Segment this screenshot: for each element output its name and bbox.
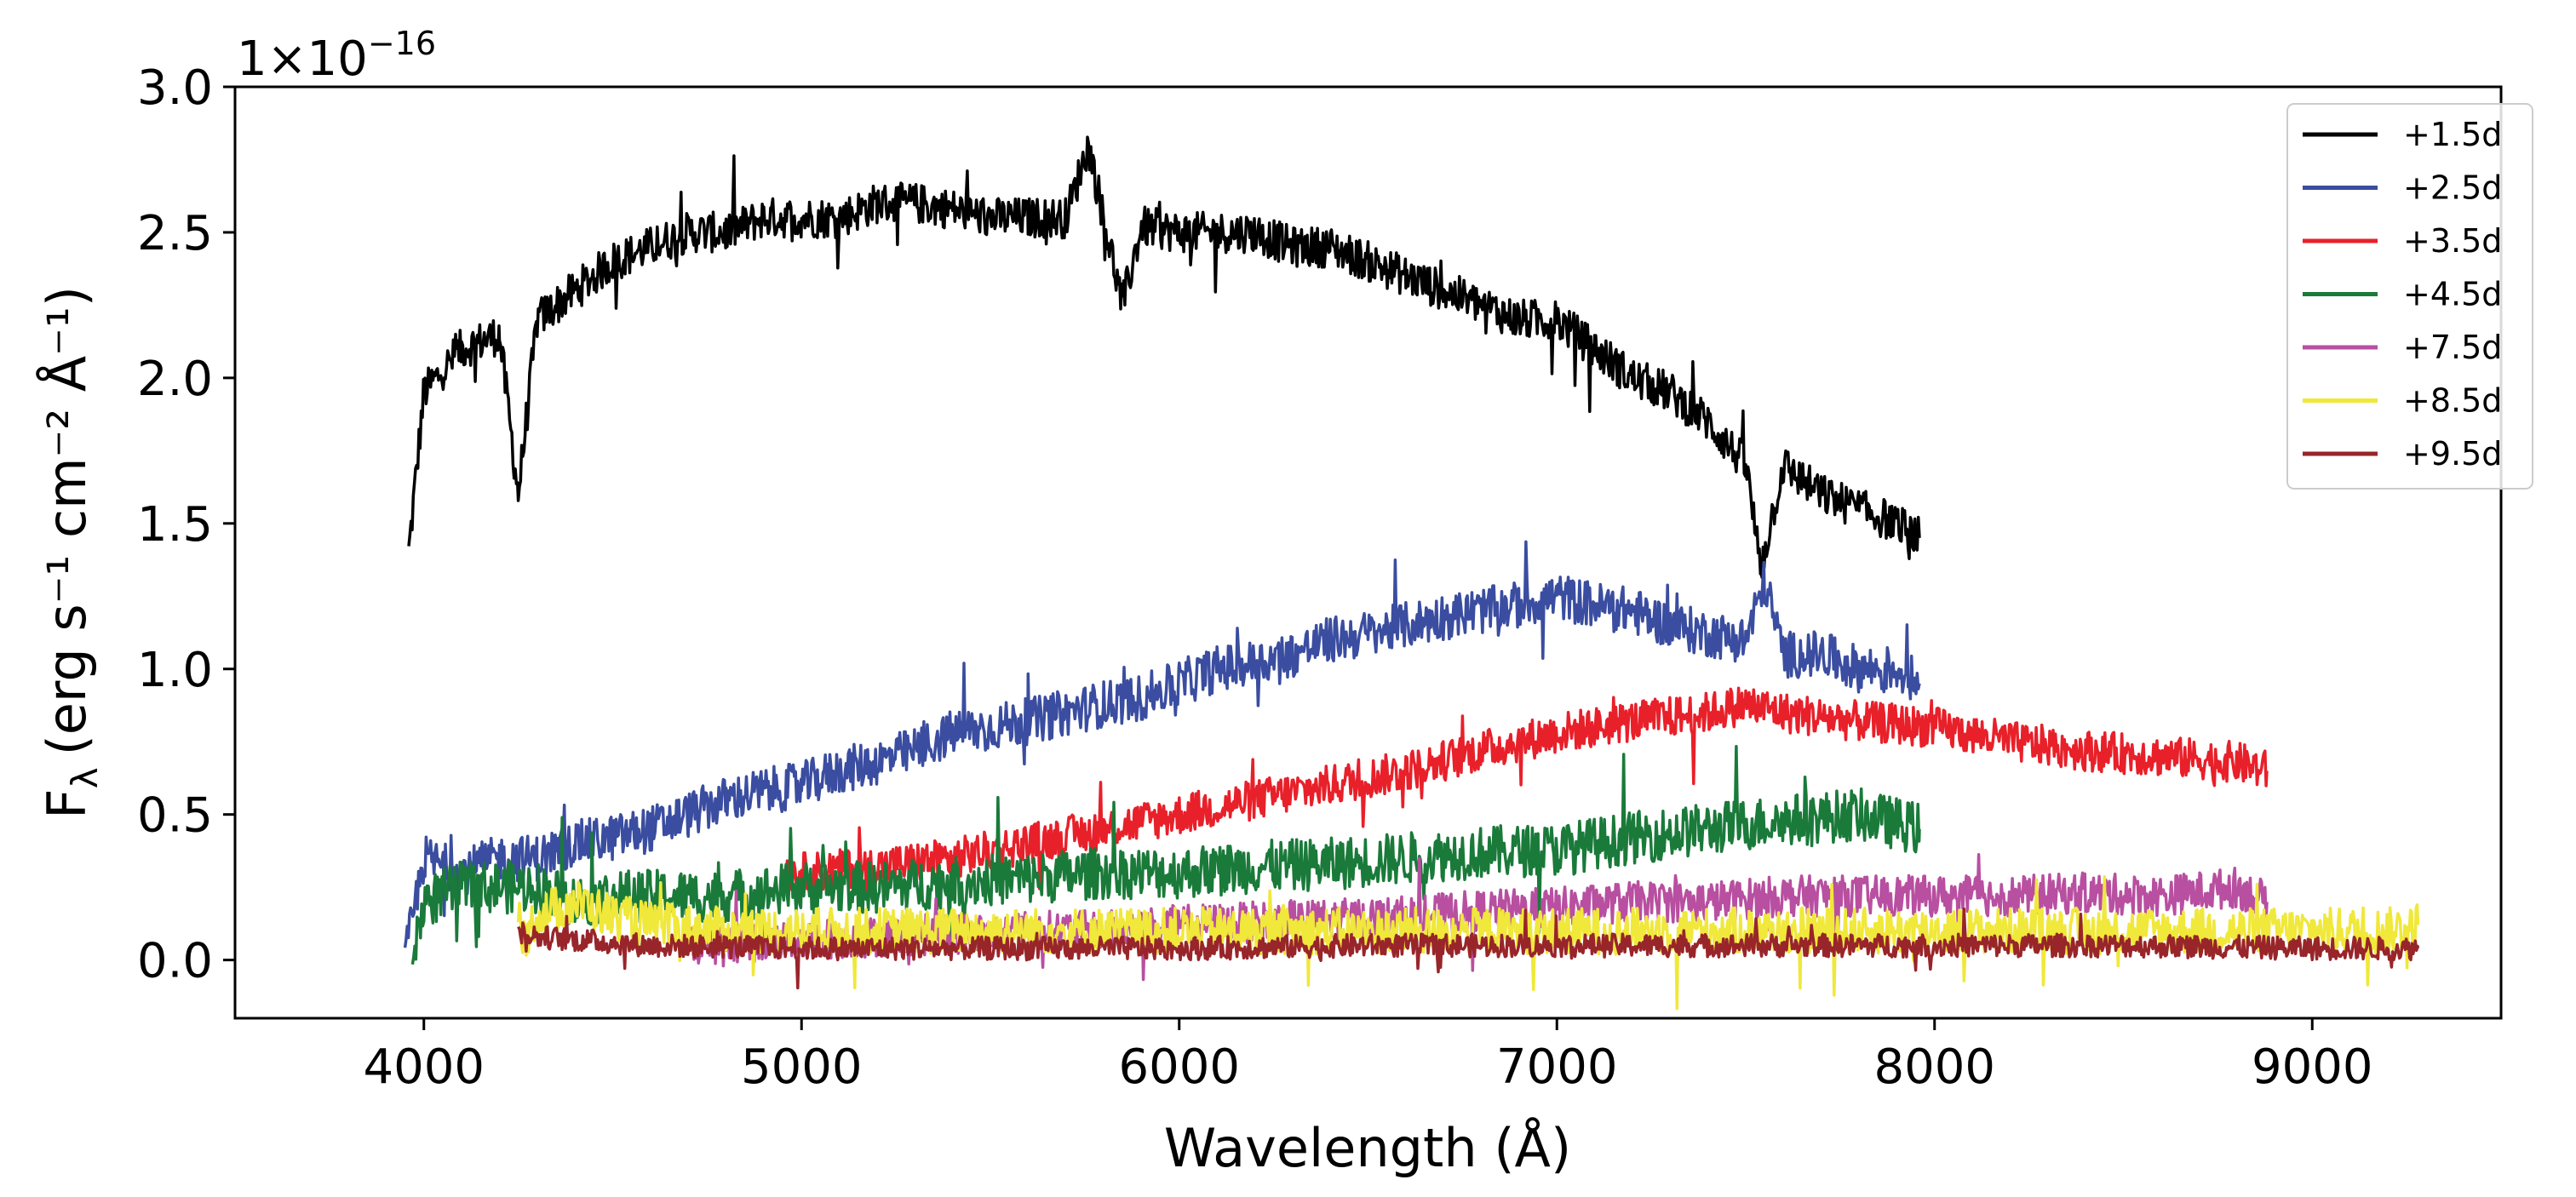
x-axis-label: Wavelength (Å) (1164, 1117, 1571, 1179)
y-axis-label: Fλ(erg s⁻¹ cm⁻² Å⁻¹) (36, 286, 106, 819)
series-line-1 (407, 135, 1921, 579)
y-ticks: 0.0 0.5 1.0 1.5 2.0 2.5 3.0 (137, 60, 235, 989)
series-line-4 (410, 744, 1921, 965)
y-tick-label: 1.0 (137, 643, 213, 698)
x-tick-label: 4000 (363, 1040, 485, 1095)
x-ticks: 4000 5000 6000 7000 8000 9000 (363, 1018, 2373, 1095)
legend-label: +7.5d (2403, 329, 2502, 366)
y-axis-label-subscript: λ (64, 767, 106, 788)
x-tick-label: 6000 (1118, 1040, 1240, 1095)
legend-label: +2.5d (2403, 169, 2502, 207)
legend-label: +1.5d (2403, 116, 2502, 153)
legend-label: +4.5d (2403, 276, 2502, 313)
series-line-2 (403, 540, 1921, 948)
y-tick-label: 3.0 (137, 60, 213, 116)
legend-box (2286, 103, 2533, 490)
y-tick-label: 1.5 (137, 497, 213, 553)
x-tick-label: 8000 (1873, 1040, 1995, 1095)
legend: +1.5d +2.5d +3.5d +4.5d +7.5d +8.5d +9.5d (2286, 103, 2533, 490)
legend-label: +9.5d (2403, 435, 2502, 472)
series-line-6 (516, 875, 2420, 1011)
y-tick-label: 2.0 (137, 352, 213, 407)
plot-frame (233, 85, 2503, 1020)
series-line-7 (517, 907, 2420, 990)
legend-entries: +1.5d +2.5d +3.5d +4.5d +7.5d +8.5d +9.5d (2303, 116, 2502, 472)
legend-label: +3.5d (2403, 222, 2502, 260)
y-axis-label-units: (erg s⁻¹ cm⁻² Å⁻¹) (36, 286, 98, 755)
legend-label: +8.5d (2403, 382, 2502, 420)
x-tick-label: 5000 (741, 1040, 863, 1095)
y-tick-label: 2.5 (137, 206, 213, 261)
x-tick-label: 9000 (2252, 1040, 2373, 1095)
y-tick-label: 0.0 (137, 934, 213, 989)
y-offset-exponent: −16 (368, 25, 436, 62)
y-tick-label: 0.5 (137, 788, 213, 844)
y-offset-label: 1×10−16 (237, 25, 436, 87)
series-layer (403, 135, 2420, 1011)
series-line-3 (781, 686, 2269, 908)
x-tick-label: 7000 (1496, 1040, 1618, 1095)
